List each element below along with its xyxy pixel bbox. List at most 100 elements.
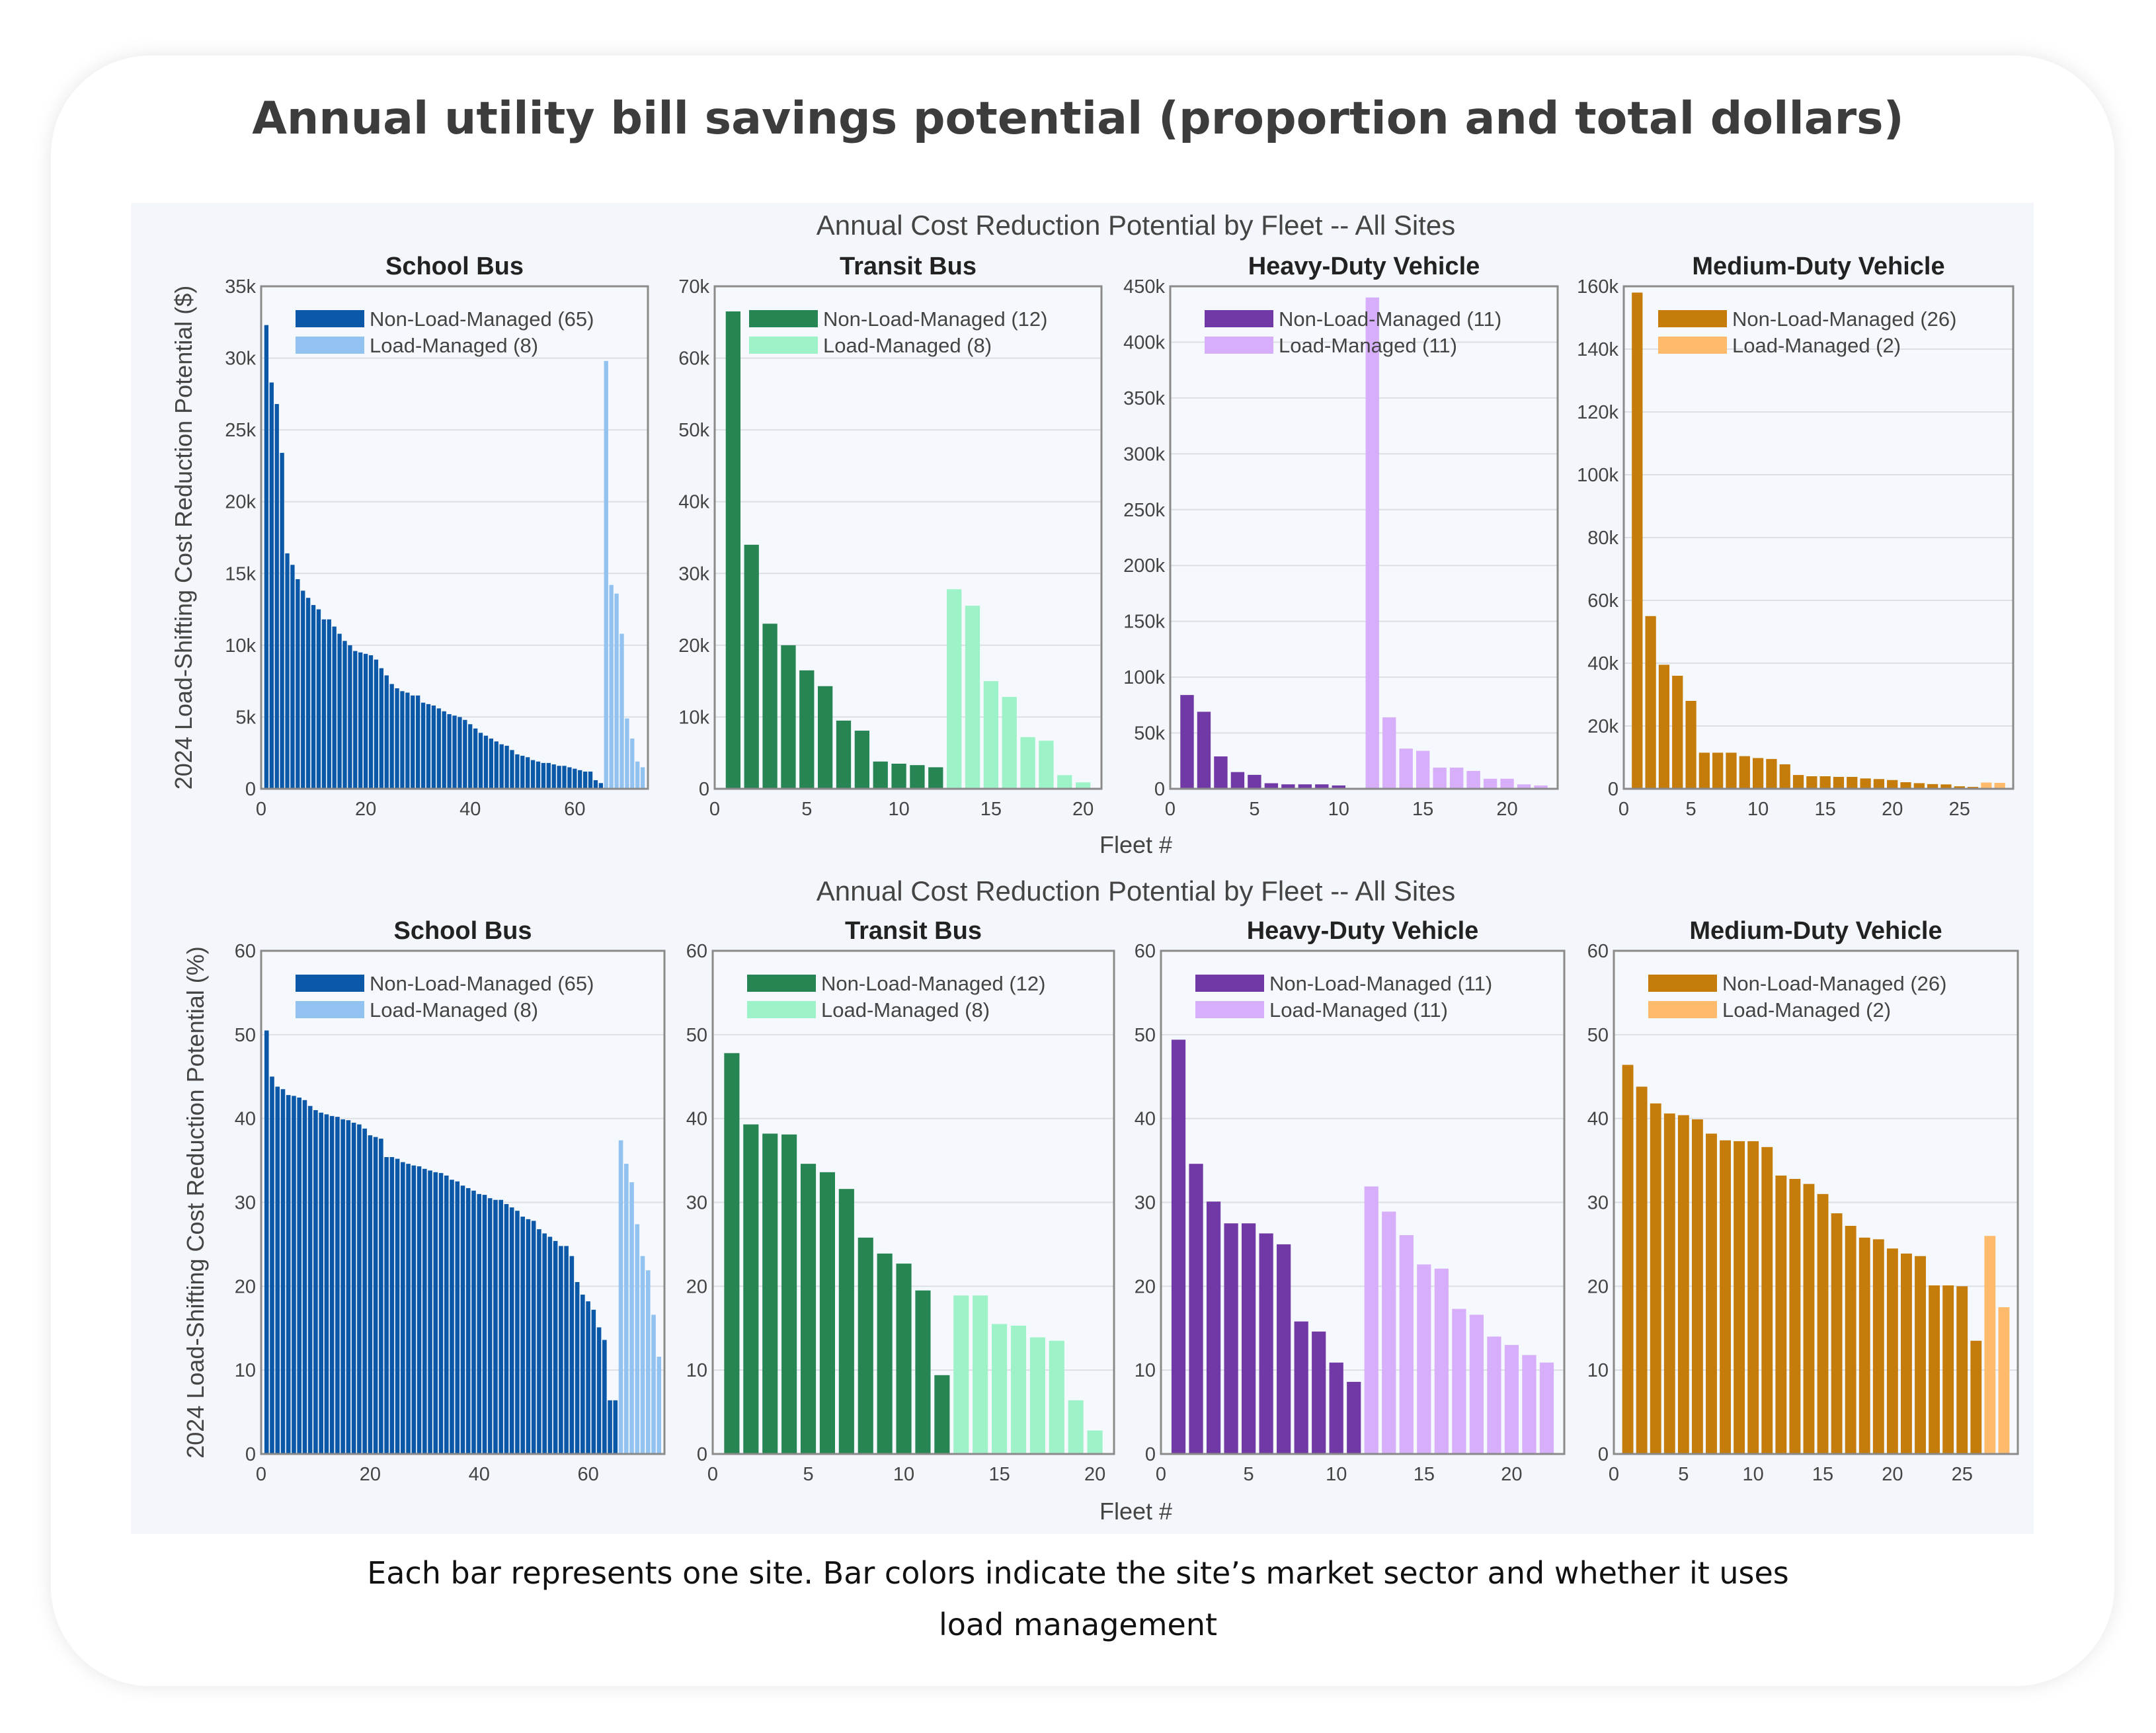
bar-non-load-managed [389, 1157, 395, 1454]
bar-non-load-managed [316, 609, 321, 789]
bar-non-load-managed [564, 1246, 569, 1454]
bar-non-load-managed [578, 770, 582, 789]
bar-load-managed [1500, 778, 1514, 789]
y-tick-label: 250k [1123, 500, 1165, 521]
bar-load-managed [614, 593, 619, 789]
x-tick-label: 15 [988, 1464, 1010, 1485]
x-tick-label: 0 [1165, 799, 1176, 820]
legend-swatch [747, 975, 816, 992]
bar-non-load-managed [1685, 701, 1697, 789]
subplot-title: Medium-Duty Vehicle [1689, 917, 1942, 945]
bar-load-managed [1002, 697, 1017, 789]
bar-non-load-managed [436, 708, 441, 789]
bar-non-load-managed [379, 668, 383, 789]
legend-swatch [296, 310, 364, 327]
bar-non-load-managed [406, 1164, 411, 1454]
bar-non-load-managed [324, 1114, 329, 1454]
axes-frame [1622, 285, 2015, 790]
legend-label: Non-Load-Managed (12) [821, 972, 1046, 995]
bar-non-load-managed [342, 641, 347, 789]
legend: Non-Load-Managed (11) Load-Managed (11) [1195, 972, 1492, 1022]
bar-non-load-managed [1940, 784, 1952, 789]
bar-non-load-managed [836, 720, 852, 789]
y-tick-label: 50 [1587, 1025, 1609, 1046]
bar-non-load-managed [724, 1053, 740, 1454]
x-tick-label: 0 [1156, 1464, 1166, 1485]
bar-non-load-managed [444, 1175, 449, 1454]
bar-non-load-managed [725, 311, 740, 789]
x-tick-label: 60 [577, 1464, 598, 1485]
y-tick-label: 20k [678, 635, 709, 657]
bar-non-load-managed [302, 1100, 307, 1454]
legend-swatch [296, 1001, 364, 1018]
bar-load-managed [645, 1270, 651, 1454]
bar-non-load-managed [1712, 752, 1724, 789]
x-tick-label: 15 [1412, 799, 1433, 820]
bar-load-managed [1984, 1236, 1996, 1454]
x-tick-label: 10 [1326, 1464, 1347, 1485]
bar-non-load-managed [296, 579, 300, 789]
y-tick-label: 30k [225, 348, 256, 370]
y-tick-label: 60 [686, 941, 707, 962]
bar-non-load-managed [395, 1158, 400, 1454]
bar-non-load-managed [799, 670, 815, 789]
bar-non-load-managed [818, 686, 833, 789]
bar-load-managed [1433, 767, 1447, 789]
bar-load-managed [1039, 741, 1054, 789]
bar-non-load-managed [1180, 695, 1194, 789]
bar-non-load-managed [335, 1117, 340, 1454]
bar-load-managed [1049, 1340, 1064, 1454]
y-tick-label: 50k [1134, 723, 1165, 745]
bar-load-managed [604, 360, 608, 789]
y-tick-label: 10 [235, 1360, 256, 1381]
bar-non-load-managed [307, 1106, 313, 1454]
bar-non-load-managed [531, 1221, 536, 1454]
x-tick-label: 20 [1882, 799, 1903, 820]
bar-load-managed [953, 1295, 969, 1454]
bar-non-load-managed [400, 691, 405, 789]
bar-non-load-managed [499, 744, 504, 789]
bar-non-load-managed [1264, 783, 1279, 789]
x-tick-label: 20 [355, 799, 376, 820]
bar-non-load-managed [1970, 1340, 1982, 1454]
bar-load-managed [1416, 750, 1430, 789]
bar-non-load-managed [526, 1219, 531, 1454]
bar-non-load-managed [1347, 1381, 1361, 1454]
subplot-title: Medium-Duty Vehicle [1692, 253, 1944, 280]
bar-non-load-managed [873, 761, 888, 789]
bar-non-load-managed [1739, 756, 1750, 789]
y-tick-label: 20k [225, 492, 256, 513]
x-tick-label: 10 [888, 799, 909, 820]
y-tick-label: 70k [678, 276, 709, 298]
bar-non-load-managed [1752, 758, 1764, 789]
y-tick-label: 40 [1587, 1109, 1609, 1130]
x-tick-label: 25 [1949, 799, 1970, 820]
y-tick-label: 100k [1577, 465, 1618, 486]
bar-non-load-managed [275, 1086, 280, 1454]
y-tick-label: 10 [1587, 1360, 1609, 1381]
bar-load-managed [1487, 1336, 1501, 1454]
bar-non-load-managed [411, 1165, 417, 1454]
bar-load-managed [1087, 1430, 1103, 1454]
bar-non-load-managed [553, 1240, 558, 1454]
row-suptitle: Annual Cost Reduction Potential by Fleet… [817, 210, 1456, 241]
y-tick-label: 30 [235, 1193, 256, 1214]
bar-non-load-managed [1706, 1133, 1717, 1454]
bar-load-managed [1434, 1268, 1449, 1454]
axes-frame [713, 285, 1103, 790]
bar-load-managed [1417, 1264, 1431, 1454]
bar-non-load-managed [280, 452, 284, 789]
bar-load-managed [625, 718, 629, 789]
x-tick-label: 15 [1414, 1464, 1435, 1485]
y-tick-label: 20 [1587, 1276, 1609, 1297]
legend-label: Non-Load-Managed (11) [1279, 307, 1501, 331]
x-tick-label: 40 [469, 1464, 490, 1485]
y-tick-label: 60 [1135, 941, 1156, 962]
y-tick-label: 15k [225, 563, 256, 584]
bar-non-load-managed [447, 714, 452, 789]
bar-non-load-managed [762, 1133, 778, 1454]
row-suptitle: Annual Cost Reduction Potential by Fleet… [817, 875, 1456, 907]
y-axis-label: 2024 Load-Shifting Cost Reduction Potent… [170, 286, 197, 789]
legend-label: Load-Managed (8) [370, 998, 538, 1022]
